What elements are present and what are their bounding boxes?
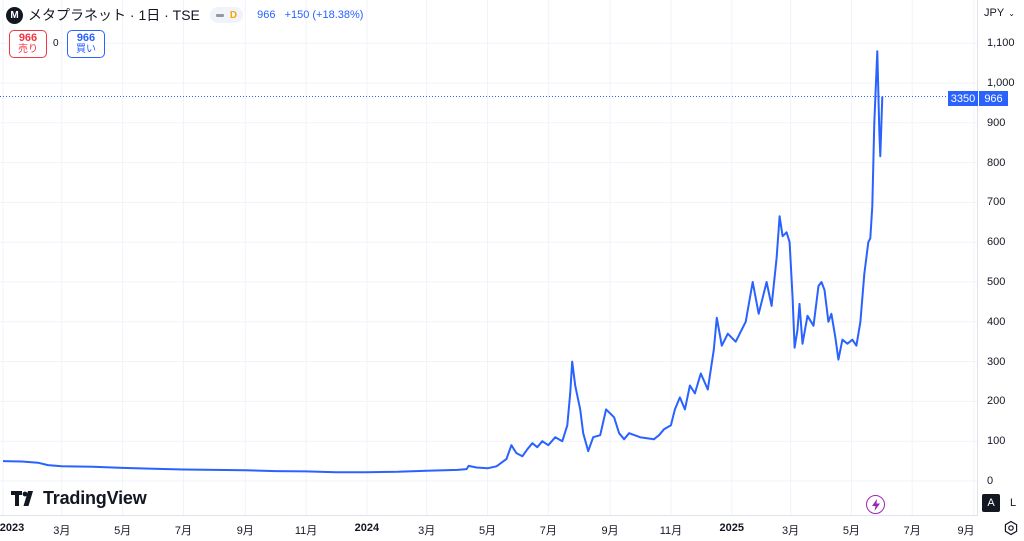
sell-price: 966 xyxy=(18,32,38,44)
y-tick-label: 200 xyxy=(987,395,1006,408)
symbol-title[interactable]: メタプラネット · 1日 · TSE xyxy=(28,7,200,23)
symbol-logo: M xyxy=(6,6,23,24)
y-tick-label: 300 xyxy=(987,355,1006,368)
x-tick-label: 2025 xyxy=(719,522,744,534)
auto-scale-button[interactable]: A xyxy=(982,494,1000,512)
x-tick-label: 5月 xyxy=(842,525,860,537)
x-tick-label: 7月 xyxy=(903,525,921,537)
header-price: 966 +150 (+18.38%) xyxy=(257,9,363,21)
buy-button[interactable]: 966 買い xyxy=(67,30,105,58)
status-pill[interactable]: D xyxy=(209,7,244,23)
x-tick-label: 7月 xyxy=(539,525,557,537)
gear-icon[interactable] xyxy=(1003,520,1019,536)
countdown-tag: 3350 xyxy=(948,91,978,106)
x-tick-label: 3月 xyxy=(418,525,436,537)
y-tick-label: 700 xyxy=(987,196,1006,209)
x-tick-label: 9月 xyxy=(236,525,254,537)
y-tick-label: 1,100 xyxy=(987,37,1015,50)
x-tick-label: 2023 xyxy=(0,522,25,534)
y-gridlines xyxy=(0,42,977,482)
y-tick-label: 1,000 xyxy=(987,77,1015,89)
y-tick-label: 900 xyxy=(987,116,1006,129)
x-gridlines xyxy=(2,0,975,515)
price-change-value: +150 (+18.38%) xyxy=(284,9,364,21)
last-price-tag: 966 xyxy=(979,91,1008,106)
currency-selector[interactable]: JPY ⌄ xyxy=(984,7,1015,19)
currency-label: JPY xyxy=(984,7,1005,19)
last-price-value: 966 xyxy=(257,9,276,21)
chevron-down-icon: ⌄ xyxy=(1008,8,1015,18)
x-tick-label: 11月 xyxy=(294,525,318,537)
x-tick-label: 5月 xyxy=(114,525,132,537)
x-tick-label: 3月 xyxy=(53,525,71,537)
tradingview-logo[interactable]: TradingView xyxy=(11,488,147,509)
tradingview-wordmark: TradingView xyxy=(43,488,147,508)
minus-icon xyxy=(215,13,224,17)
y-tick-label: 500 xyxy=(987,276,1006,288)
x-tick-label: 9月 xyxy=(957,525,975,537)
spread-value: 0 xyxy=(53,38,59,49)
sell-label: 売り xyxy=(18,44,38,55)
buy-price: 966 xyxy=(76,32,96,44)
x-tick-label: 2024 xyxy=(354,522,380,534)
chart-header: M メタプラネット · 1日 · TSE D 966 +150 (+18.38%… xyxy=(6,5,363,25)
x-tick-label: 3月 xyxy=(782,525,800,537)
price-series-line xyxy=(2,50,884,474)
interval-badge: D xyxy=(229,9,238,21)
time-axis-border xyxy=(0,515,978,516)
lightning-icon-glyph xyxy=(871,498,880,511)
x-tick-label: 9月 xyxy=(601,525,619,537)
x-tick-label: 7月 xyxy=(174,525,192,537)
tradingview-logo-icon xyxy=(11,490,33,506)
buy-label: 買い xyxy=(76,44,96,55)
x-tick-label: 11月 xyxy=(659,525,683,537)
y-tick-label: 800 xyxy=(987,156,1006,169)
log-scale-button[interactable]: L xyxy=(1009,497,1017,509)
lightning-icon[interactable] xyxy=(866,495,885,514)
y-tick-label: 100 xyxy=(987,435,1006,448)
y-tick-label: 0 xyxy=(987,475,994,487)
y-tick-label: 600 xyxy=(987,236,1006,249)
price-axis-border xyxy=(977,0,978,515)
x-tick-label: 5月 xyxy=(478,525,497,537)
y-tick-label: 400 xyxy=(987,315,1006,328)
sell-button[interactable]: 966 売り xyxy=(9,30,47,58)
